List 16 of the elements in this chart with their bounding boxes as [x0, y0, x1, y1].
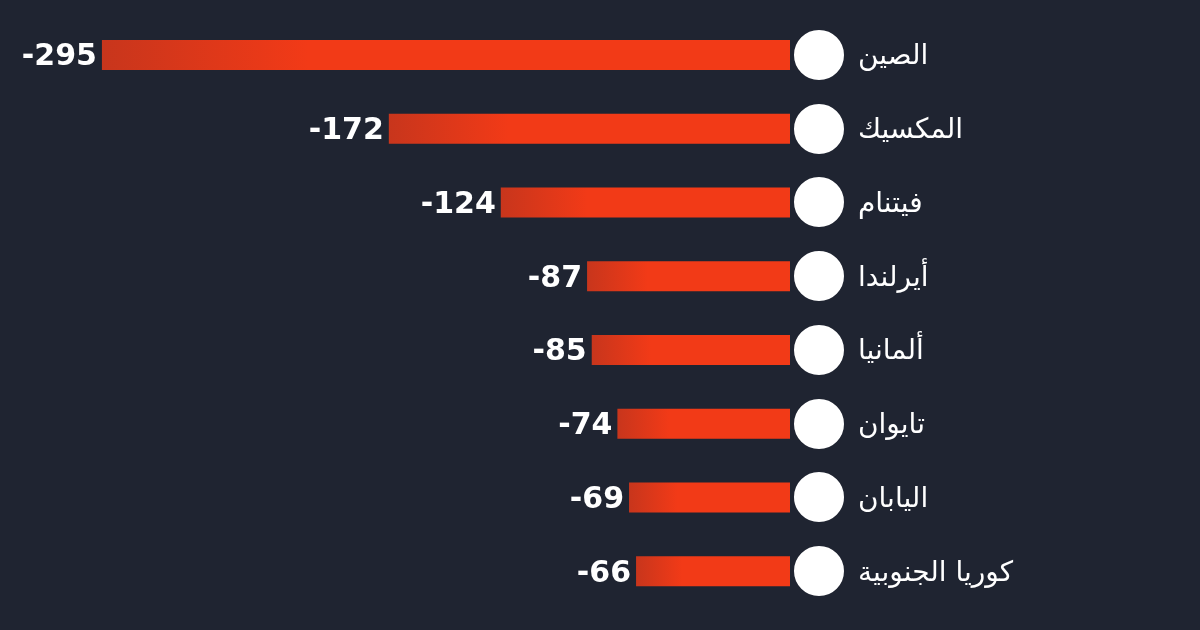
y-tick-label: المكسيك [858, 112, 963, 146]
y-tick-label: الصين [858, 38, 929, 72]
y-tick-label: ألمانيا [858, 330, 924, 367]
data-label: -69 [569, 479, 625, 515]
data-label: -66 [576, 553, 632, 589]
y-tick-label: كوريا الجنوبية [858, 554, 1014, 588]
data-label: -295 [21, 37, 97, 73]
y-tick-label: أيرلندا [858, 256, 929, 293]
data-label: -87 [527, 258, 583, 294]
data-label: -172 [308, 111, 384, 147]
data-label: -74 [558, 406, 613, 442]
data-label: -85 [532, 332, 587, 368]
data-label: -124 [420, 184, 496, 220]
y-tick-label: فيتنام [858, 185, 923, 219]
y-tick-label: تايوان [858, 407, 925, 441]
y-tick-label: اليابان [858, 480, 929, 514]
